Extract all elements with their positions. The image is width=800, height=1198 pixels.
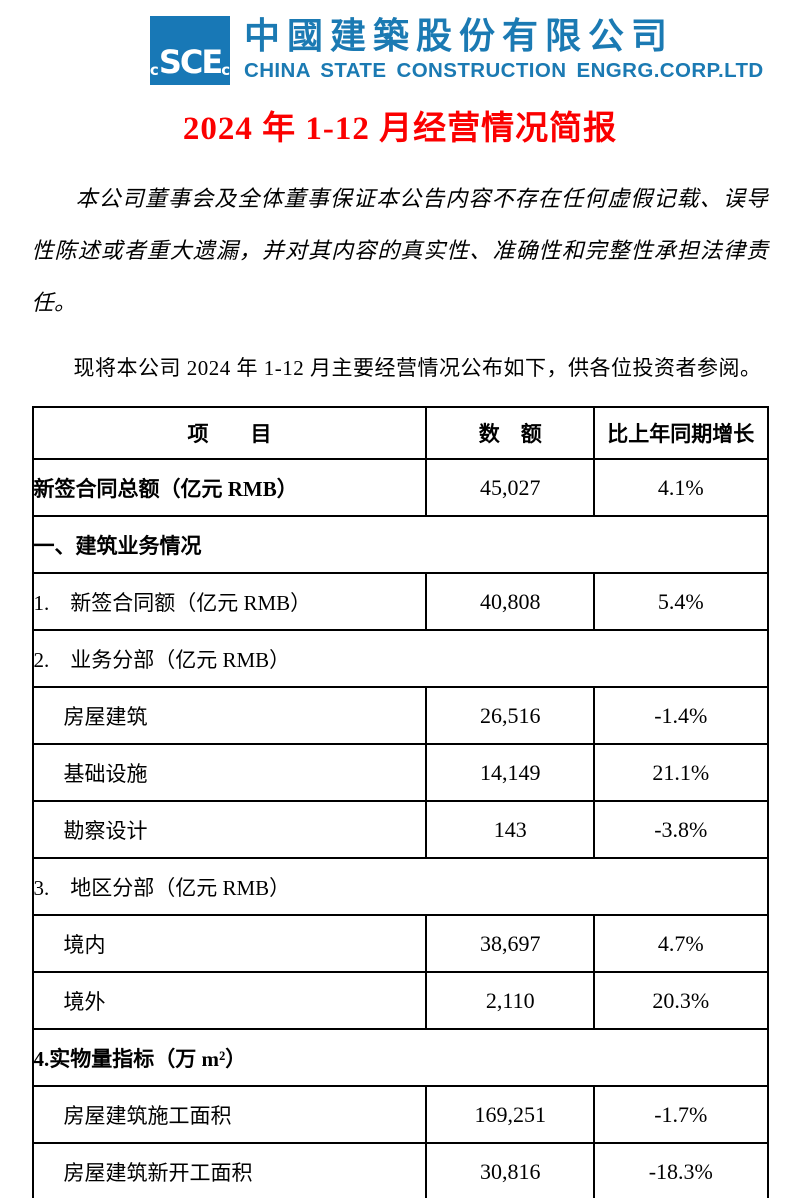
growth-cell: -1.7% [593,1085,769,1144]
document-title: 2024 年 1-12 月经营情况简报 [182,111,618,147]
growth-cell: 20.3% [593,971,769,1030]
amount-cell: 169,251 [425,1085,596,1144]
amount-cell: 45,027 [425,458,596,517]
logo-letter: c [149,61,159,79]
document-page: c SCE c 中國建築股份有限公司 CHINA STATE CONSTRUCTIO… [0,16,800,1198]
item-cell: 基础设施 [31,743,428,802]
item-cell: 境内 [31,914,428,973]
growth-cell: 5.4% [593,572,769,631]
table-row: 房屋建筑 26,516 -1.4% [31,686,769,745]
table-row: 1. 新签合同额（亿元 RMB） 40,808 5.4% [31,572,769,631]
item-cell: 境外 [31,971,428,1030]
amount-cell: 38,697 [425,914,596,973]
logo-letters: SCE [158,43,223,82]
amount-cell: 26,516 [425,686,596,745]
cscec-logo-icon: c SCE c [150,16,230,85]
section-label-cell: 4.实物量指标（万 m²） [31,1028,769,1087]
operations-table: 项 目 数 额 比上年同期增长 新签合同总额（亿元 RMB） 45,027 4.1%… [31,406,769,1198]
declaration-paragraph: 本公司董事会及全体董事保证本公告内容不存在任何虚假记载、误导性陈述或者重大遗漏，… [31,186,769,315]
company-names: 中國建築股份有限公司 CHINA STATE CONSTRUCTION ENGR… [244,16,764,83]
amount-cell: 14,149 [425,743,596,802]
table-section-row: 4.实物量指标（万 m²） [31,1028,769,1087]
table-row: 境内 38,697 4.7% [31,914,769,973]
table-row: 新签合同总额（亿元 RMB） 45,027 4.1% [31,458,769,517]
table-row: 基础设施 14,149 21.1% [31,743,769,802]
table-header-row: 项 目 数 额 比上年同期增长 [31,406,769,460]
amount-cell: 40,808 [425,572,596,631]
table-section-row: 2. 业务分部（亿元 RMB） [31,629,769,688]
amount-cell: 2,110 [425,971,596,1030]
growth-cell: 4.7% [593,914,769,973]
item-cell: 1. 新签合同额（亿元 RMB） [31,572,428,631]
company-name-english: CHINA STATE CONSTRUCTION ENGRG.CORP.LTD [244,58,764,82]
col-header-amount: 数 额 [425,406,596,460]
growth-cell: -18.3% [593,1142,769,1198]
item-cell: 新签合同总额（亿元 RMB） [31,458,428,517]
company-name-chinese: 中國建築股份有限公司 [244,16,675,56]
table-row: 境外 2,110 20.3% [31,971,769,1030]
col-header-growth: 比上年同期增长 [593,406,769,460]
table-body: 新签合同总额（亿元 RMB） 45,027 4.1% 一、建筑业务情况 1. 新签合同额… [31,458,769,1198]
col-header-item: 项 目 [31,406,428,460]
section-label-cell: 一、建筑业务情况 [31,515,769,574]
amount-cell: 30,816 [425,1142,596,1198]
item-cell: 房屋建筑 [31,686,428,745]
table-section-row: 一、建筑业务情况 [31,515,769,574]
operations-table-wrap: 项 目 数 额 比上年同期增长 新签合同总额（亿元 RMB） 45,027 4.1%… [31,406,769,1198]
growth-cell: -3.8% [593,800,769,859]
intro-paragraph: 现将本公司 2024 年 1-12 月主要经营情况公布如下，供各位投资者参阅。 [73,356,762,380]
item-cell: 房屋建筑施工面积 [31,1085,428,1144]
section-label-cell: 3. 地区分部（亿元 RMB） [31,857,769,916]
item-cell: 勘察设计 [31,800,428,859]
section-label-cell: 2. 业务分部（亿元 RMB） [31,629,769,688]
body-text: 本公司董事会及全体董事保证本公告内容不存在任何虚假记载、误导性陈述或者重大遗漏，… [32,173,769,385]
growth-cell: 21.1% [593,743,769,802]
growth-cell: -1.4% [593,686,769,745]
item-cell: 房屋建筑新开工面积 [31,1142,428,1198]
table-section-row: 3. 地区分部（亿元 RMB） [31,857,769,916]
company-header: c SCE c 中國建築股份有限公司 CHINA STATE CONSTRUCTIO… [150,16,800,90]
growth-cell: 4.1% [593,458,769,517]
logo-letter: c [221,61,231,79]
amount-cell: 143 [425,800,596,859]
table-row: 勘察设计 143 -3.8% [31,800,769,859]
table-row: 房屋建筑新开工面积 30,816 -18.3% [31,1142,769,1198]
table-row: 房屋建筑施工面积 169,251 -1.7% [31,1085,769,1144]
